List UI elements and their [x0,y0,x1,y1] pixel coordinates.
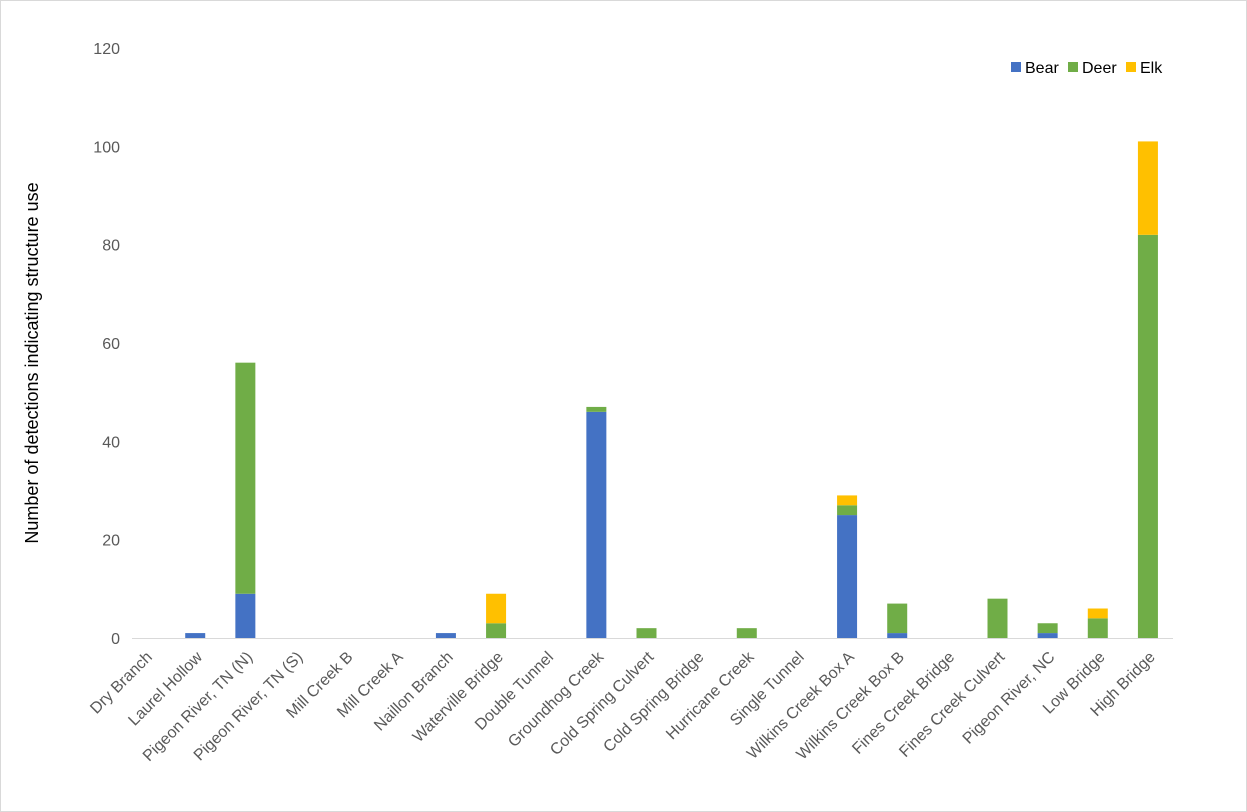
bar-segment-bear [586,411,607,638]
legend-swatch-deer [1068,62,1078,72]
legend-label-bear: Bear [1025,60,1059,77]
bar-segment-deer [1087,618,1108,638]
y-tick-label: 120 [93,41,120,58]
bar-segment-deer [235,362,256,594]
bar-segment-deer [636,628,657,638]
bar-segment-deer [1137,234,1158,639]
y-tick-label: 100 [93,139,120,156]
bar-segment-deer [1037,623,1058,634]
y-axis-label: Number of detections indicating structur… [22,182,42,543]
bars-group [185,141,1158,639]
bar-segment-bear [435,633,456,638]
y-axis-ticks: 0 20 40 60 80 100 120 [93,41,120,648]
bar-segment-bear [837,515,858,638]
x-tick-label: Pigeon River, NC [960,649,1059,748]
bar-segment-deer [736,628,757,638]
legend-label-elk: Elk [1140,60,1163,77]
bar-segment-bear [235,593,256,638]
legend-swatch-bear [1011,62,1021,72]
y-tick-label: 20 [102,533,120,550]
bar-segment-deer [586,406,607,412]
legend-swatch-elk [1126,62,1136,72]
bar-segment-elk [1137,141,1158,235]
bar-segment-bear [1037,633,1058,638]
x-tick-label: Waterville Bridge [410,649,507,746]
legend-label-deer: Deer [1082,60,1117,77]
y-tick-label: 60 [102,336,120,353]
bar-segment-elk [486,593,507,624]
y-tick-label: 80 [102,238,120,255]
bar-segment-elk [1087,608,1108,619]
bar-segment-bear [185,633,206,638]
x-tick-label: Hurricane Creek [663,648,758,743]
x-tick-label: Groundhog Creek [505,648,608,751]
bar-segment-elk [837,495,858,506]
y-tick-label: 40 [102,434,120,451]
bar-segment-deer [486,623,507,638]
bar-segment-deer [837,505,858,516]
bar-segment-bear [887,633,908,638]
bar-segment-deer [987,598,1008,638]
legend: Bear Deer Elk [1011,60,1163,77]
y-tick-label: 0 [111,631,120,648]
bar-segment-deer [887,603,908,634]
